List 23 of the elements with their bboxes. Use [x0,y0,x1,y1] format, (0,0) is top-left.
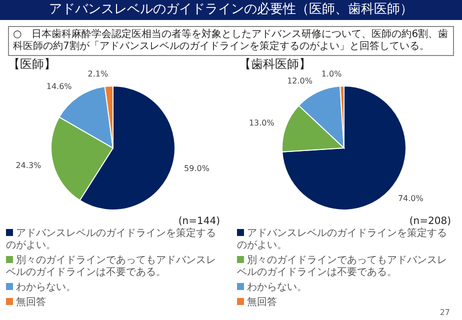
data-label: 24.3% [16,161,42,170]
data-label: 1.0% [321,70,342,79]
legend-label: 別々のガイドラインであってもアドバンスレベルのガイドラインは不要である。 [6,255,216,278]
data-label: 74.0% [398,194,424,204]
data-label: 13.0% [248,118,275,128]
legend-label: わからない。 [247,282,307,293]
text: 27 [440,308,450,317]
legend-label: 無回答 [247,297,277,308]
data-label: 59.0% [184,164,210,174]
text: (n=144) [178,216,220,227]
data-label: 14.6% [46,82,72,92]
legend-label: アドバンスレベルのガイドラインを策定するのがよい。 [237,228,447,251]
chart-title: 【歯科医師】 [239,56,311,73]
legend-label: 別々のガイドラインであってもアドバンスレベルのガイドラインは不要である。 [237,255,447,278]
data-label: 12.0% [287,76,313,86]
text: (n=208) [409,216,451,227]
chart-title: 【医師】 [8,56,56,73]
legend-label: アドバンスレベルのガイドラインを策定するのがよい。 [6,228,216,251]
legend-label: わからない。 [16,282,76,293]
legend-label: 無回答 [16,297,46,308]
text: ○ 日本歯科麻酔学会認定医相当の者等を対象としたアドバンス研修について、医師の約6割、歯科医師の約7割が「アドバンスレベルのガイドラインを策定するのがよい」と回答している。 [8,26,454,56]
data-label: 2.1% [88,70,109,79]
text: アドバンスレベルのガイドラインの必要性（医師、歯科医師） [0,0,462,20]
